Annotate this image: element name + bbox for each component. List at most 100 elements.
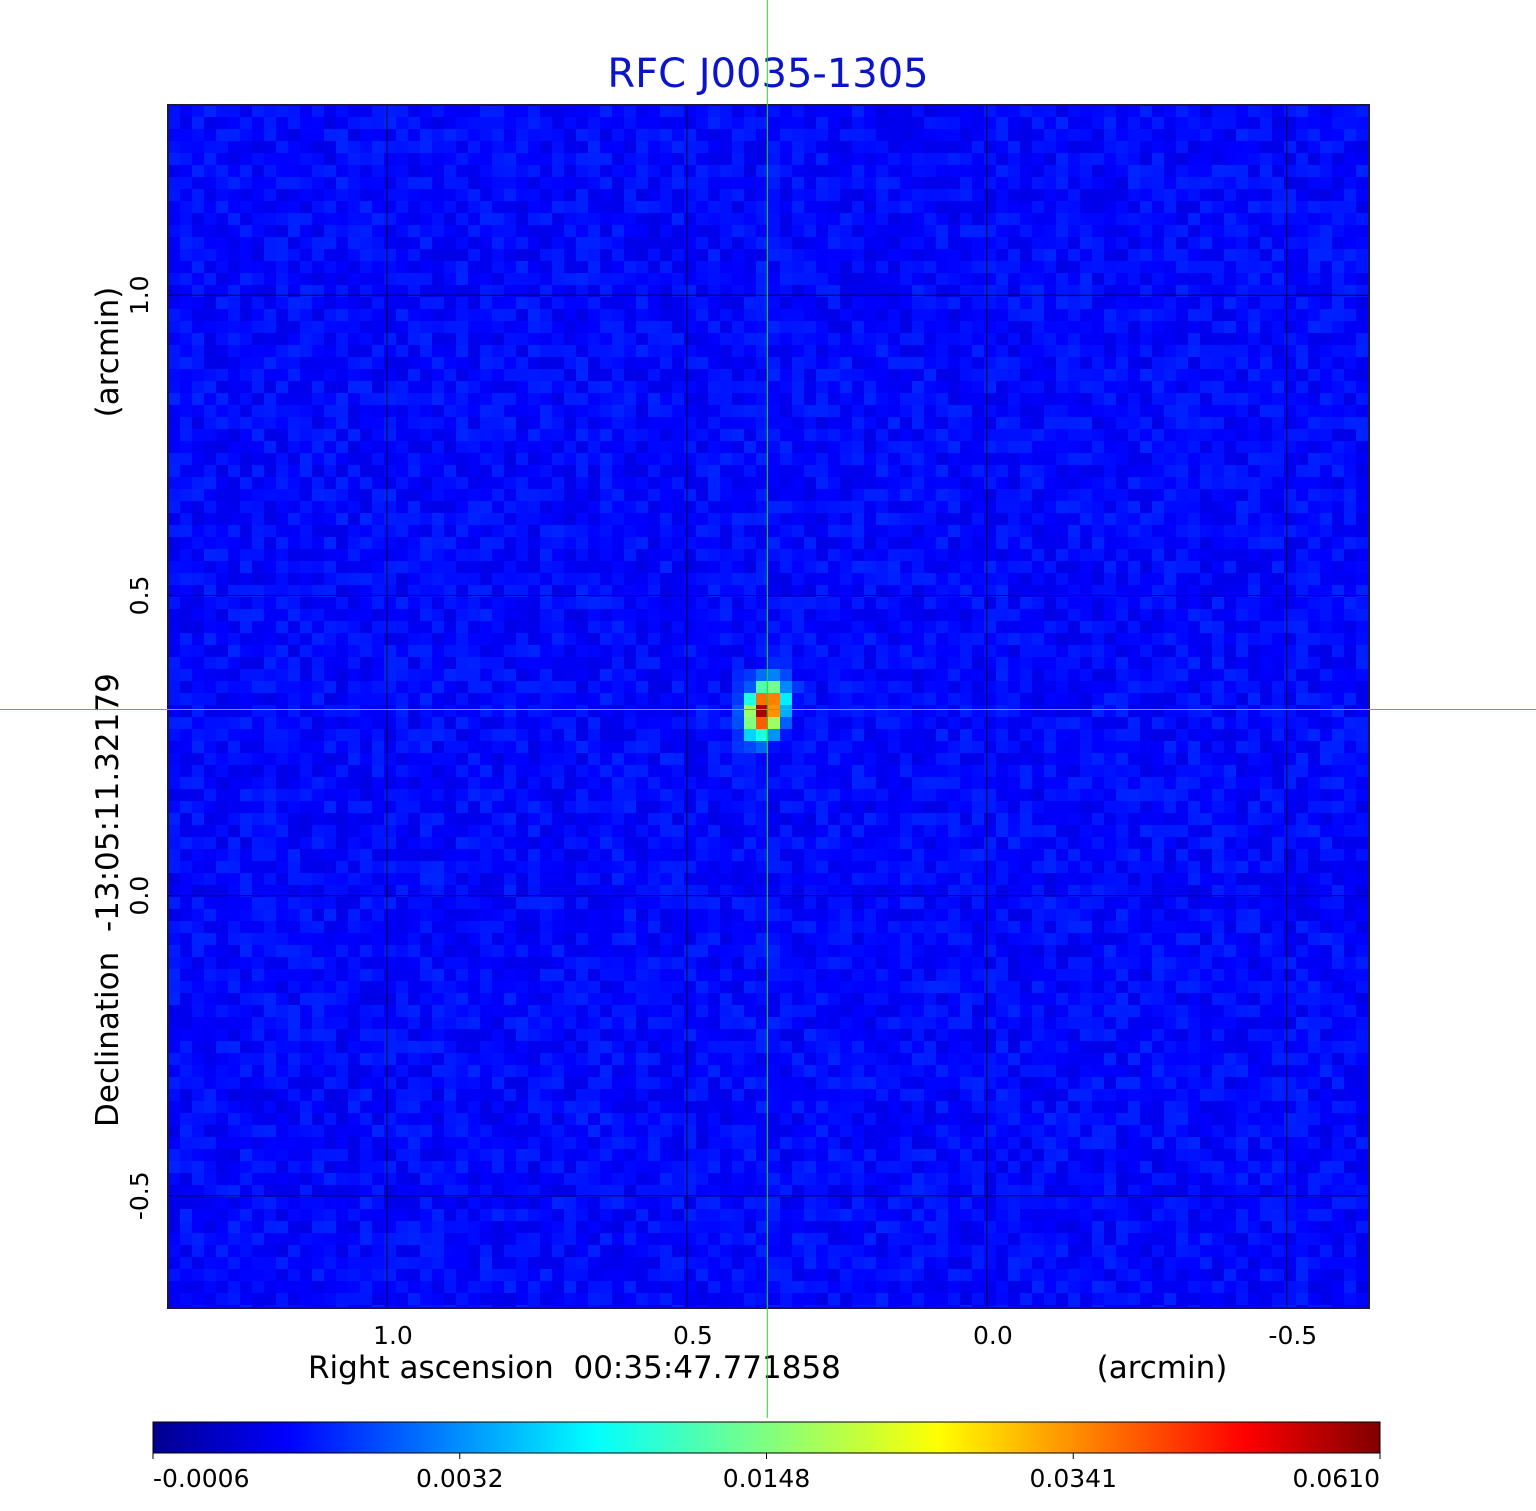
image-pixel — [840, 453, 853, 466]
image-pixel — [672, 669, 685, 682]
image-pixel — [612, 681, 625, 694]
image-pixel — [996, 297, 1009, 310]
image-pixel — [588, 201, 601, 214]
image-pixel — [756, 129, 769, 142]
image-pixel — [1284, 201, 1297, 214]
image-pixel — [228, 489, 241, 502]
image-pixel — [828, 273, 841, 286]
image-pixel — [900, 561, 913, 574]
image-pixel — [600, 249, 613, 262]
image-pixel — [636, 333, 649, 346]
image-pixel — [888, 285, 901, 298]
image-pixel — [1332, 297, 1345, 310]
image-pixel — [960, 513, 973, 526]
image-pixel — [504, 453, 517, 466]
image-pixel — [372, 321, 385, 334]
image-pixel — [300, 297, 313, 310]
image-pixel — [432, 141, 445, 154]
image-pixel — [504, 477, 517, 490]
image-pixel — [1248, 609, 1261, 622]
image-pixel — [1140, 117, 1153, 130]
image-pixel — [432, 489, 445, 502]
image-pixel — [264, 285, 277, 298]
image-pixel — [1236, 321, 1249, 334]
image-pixel — [468, 273, 481, 286]
image-pixel — [1344, 549, 1357, 562]
image-pixel — [336, 513, 349, 526]
image-pixel — [1152, 417, 1165, 430]
image-pixel — [1236, 465, 1249, 478]
image-pixel — [1020, 465, 1033, 478]
image-pixel — [780, 573, 793, 586]
image-pixel — [816, 501, 829, 514]
image-pixel — [684, 465, 697, 478]
image-pixel — [816, 513, 829, 526]
image-pixel — [264, 537, 277, 550]
image-pixel — [528, 261, 541, 274]
image-pixel — [1116, 393, 1129, 406]
image-pixel — [1068, 417, 1081, 430]
image-pixel — [492, 453, 505, 466]
image-pixel — [816, 213, 829, 226]
image-pixel — [1272, 321, 1285, 334]
image-pixel — [1260, 597, 1273, 610]
image-pixel — [840, 117, 853, 130]
image-pixel — [348, 357, 361, 370]
image-pixel — [924, 237, 937, 250]
image-pixel — [588, 357, 601, 370]
image-pixel — [1332, 249, 1345, 262]
image-pixel — [168, 585, 181, 598]
image-pixel — [924, 609, 937, 622]
image-pixel — [420, 201, 433, 214]
image-pixel — [1284, 369, 1297, 382]
image-pixel — [588, 453, 601, 466]
image-pixel — [1116, 285, 1129, 298]
image-pixel — [600, 609, 613, 622]
image-pixel — [612, 321, 625, 334]
image-pixel — [180, 177, 193, 190]
image-pixel — [516, 321, 529, 334]
image-pixel — [1176, 237, 1189, 250]
image-pixel — [1020, 513, 1033, 526]
image-pixel — [360, 477, 373, 490]
image-pixel — [1032, 597, 1045, 610]
image-pixel — [192, 369, 205, 382]
image-pixel — [600, 117, 613, 130]
image-pixel — [708, 273, 721, 286]
image-pixel — [624, 633, 637, 646]
image-pixel — [240, 657, 253, 670]
image-pixel — [888, 549, 901, 562]
image-pixel — [1308, 189, 1321, 202]
image-pixel — [1092, 585, 1105, 598]
image-pixel — [168, 681, 181, 694]
image-pixel — [312, 201, 325, 214]
image-pixel — [1104, 129, 1117, 142]
image-pixel — [1356, 621, 1369, 634]
image-pixel — [732, 153, 745, 166]
image-pixel — [1236, 597, 1249, 610]
image-pixel — [324, 585, 337, 598]
image-pixel — [456, 357, 469, 370]
image-pixel — [888, 189, 901, 202]
image-pixel — [348, 297, 361, 310]
image-pixel — [372, 525, 385, 538]
image-pixel — [1296, 129, 1309, 142]
image-pixel — [240, 297, 253, 310]
image-pixel — [876, 501, 889, 514]
image-pixel — [468, 261, 481, 274]
image-pixel — [768, 213, 781, 226]
image-pixel — [264, 213, 277, 226]
image-pixel — [1128, 189, 1141, 202]
image-pixel — [336, 165, 349, 178]
image-pixel — [180, 657, 193, 670]
image-pixel — [792, 261, 805, 274]
image-pixel — [384, 141, 397, 154]
image-pixel — [1188, 585, 1201, 598]
image-pixel — [708, 405, 721, 418]
image-pixel — [552, 129, 565, 142]
image-pixel — [1008, 657, 1021, 670]
image-pixel — [1020, 609, 1033, 622]
image-pixel — [1092, 513, 1105, 526]
image-pixel — [540, 657, 553, 670]
image-pixel — [1260, 657, 1273, 670]
